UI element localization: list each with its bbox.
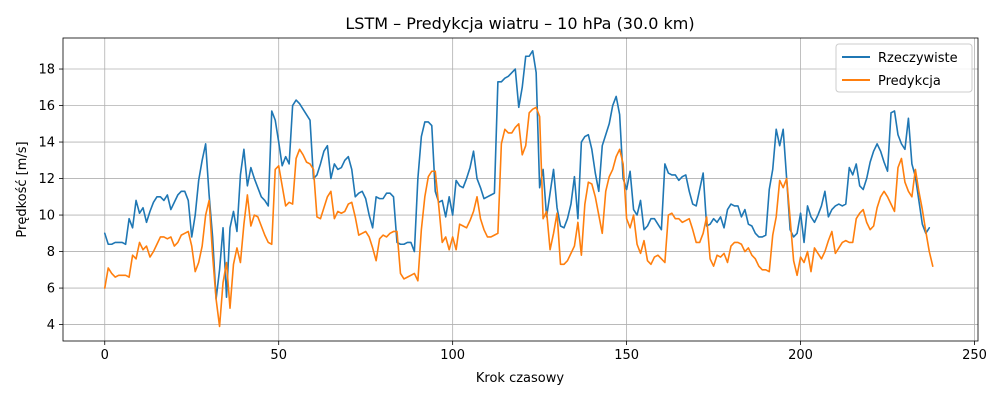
legend: Rzeczywiste Predykcja — [835, 43, 973, 93]
y-tick-label: 8 — [47, 245, 55, 260]
x-tick-label: 0 — [101, 348, 109, 363]
y-axis-label: Prędkość [m/s] — [15, 141, 30, 237]
legend-label-rzeczywiste: Rzeczywiste — [878, 51, 958, 66]
y-tick-label: 18 — [38, 63, 55, 78]
plot-frame — [62, 37, 979, 342]
y-tick-label: 14 — [38, 136, 55, 151]
x-axis-label: Krok czasowy — [476, 371, 564, 386]
y-tick-label: 16 — [38, 99, 55, 114]
y-tick-label: 6 — [47, 282, 55, 297]
ticks: 0 50 100 150 200 250 4 6 8 10 12 14 16 18 — [38, 63, 986, 363]
x-tick-label: 100 — [440, 348, 465, 363]
chart-title: LSTM – Predykcja wiatru – 10 hPa (30.0 k… — [345, 14, 694, 33]
x-tick-label: 50 — [270, 348, 287, 363]
legend-label-predykcja: Predykcja — [878, 74, 941, 89]
series-layer — [103, 49, 934, 328]
y-tick-label: 10 — [38, 209, 55, 224]
x-tick-label: 150 — [614, 348, 639, 363]
y-tick-label: 12 — [38, 172, 55, 187]
x-tick-label: 250 — [962, 348, 987, 363]
series-line-predykcja — [103, 106, 934, 328]
y-tick-label: 4 — [47, 318, 55, 333]
x-tick-label: 200 — [788, 348, 813, 363]
